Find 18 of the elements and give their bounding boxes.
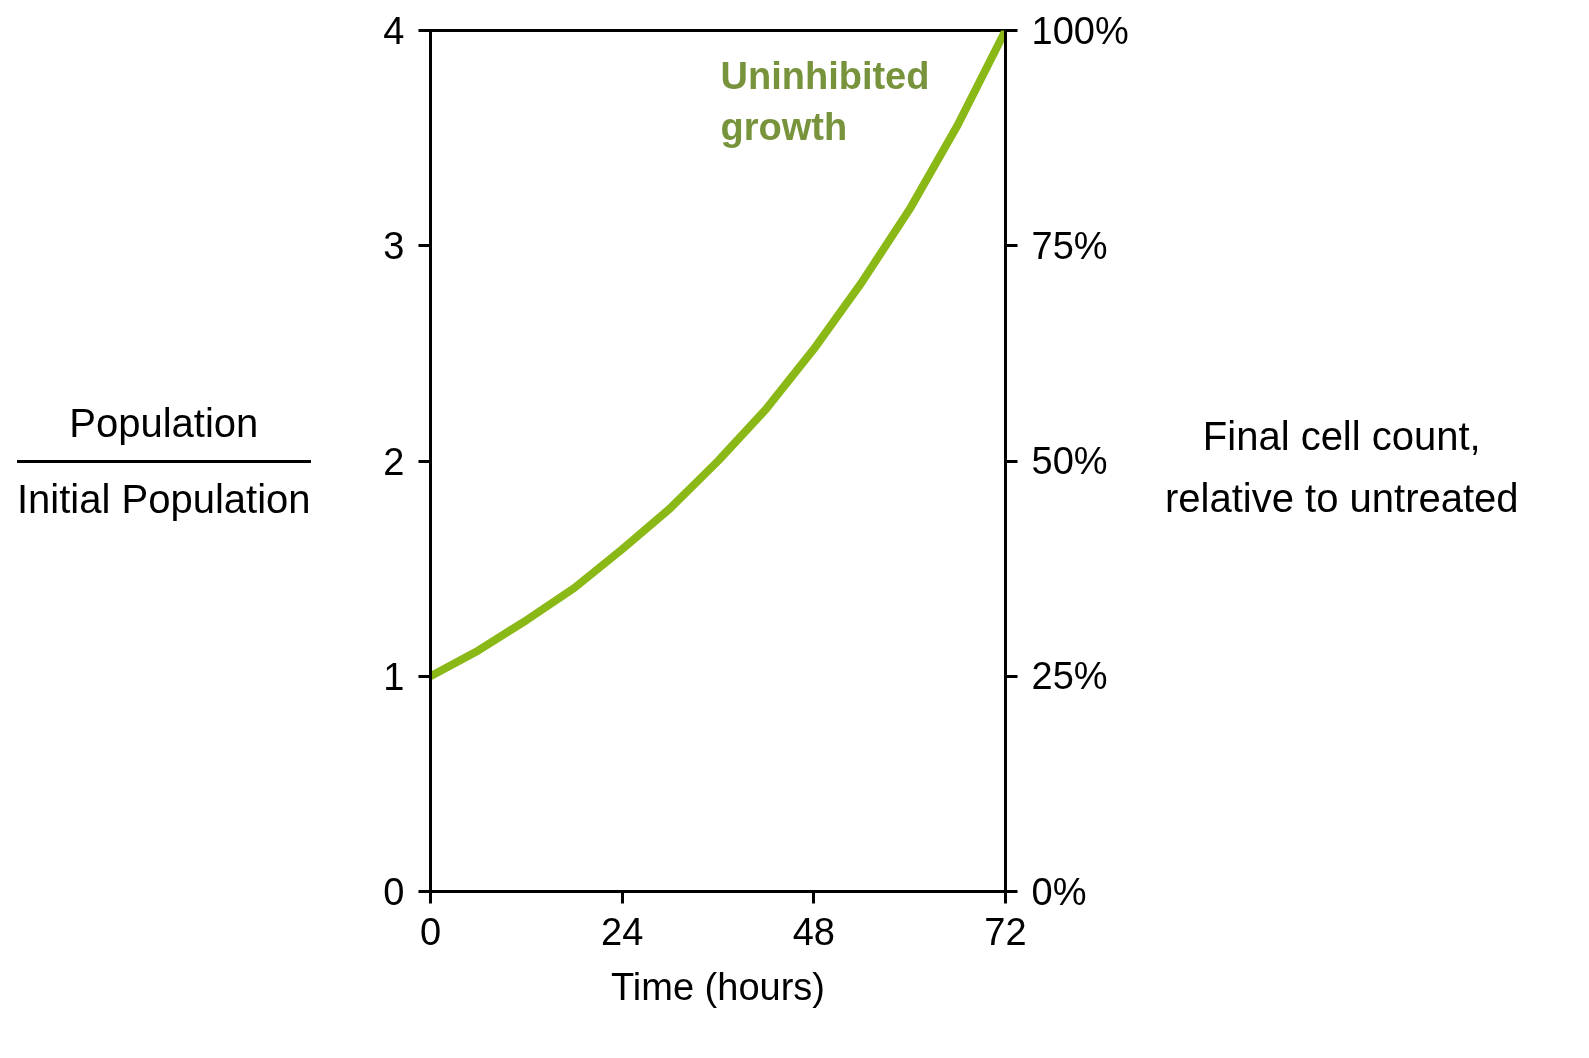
y2-tick-label: 25% [1031, 655, 1108, 698]
x-tick-label: 48 [792, 910, 835, 953]
y-axis-title: Population Initial Population [17, 400, 311, 524]
x-tick-label: 24 [601, 910, 644, 953]
y2-tick-label: 75% [1031, 224, 1108, 267]
y2-axis-title: Final cell count, relative to untreated [1165, 413, 1519, 522]
x-tick-label: 0 [419, 910, 442, 953]
y-tick-label: 4 [383, 10, 405, 52]
annotation: Uninhibited growth [720, 55, 930, 148]
y-tick-label: 2 [383, 440, 405, 483]
y2-tick-label: 100% [1031, 9, 1129, 52]
y-tick-label: 0 [383, 871, 405, 913]
y2-tick-label: 0% [1031, 870, 1087, 913]
x-tick-label: 72 [984, 910, 1027, 953]
y-tick-label: 1 [383, 655, 405, 698]
x-axis-title: Time (hours) [611, 965, 825, 1008]
y-tick-label: 3 [383, 225, 405, 268]
y2-tick-label: 50% [1031, 440, 1108, 482]
